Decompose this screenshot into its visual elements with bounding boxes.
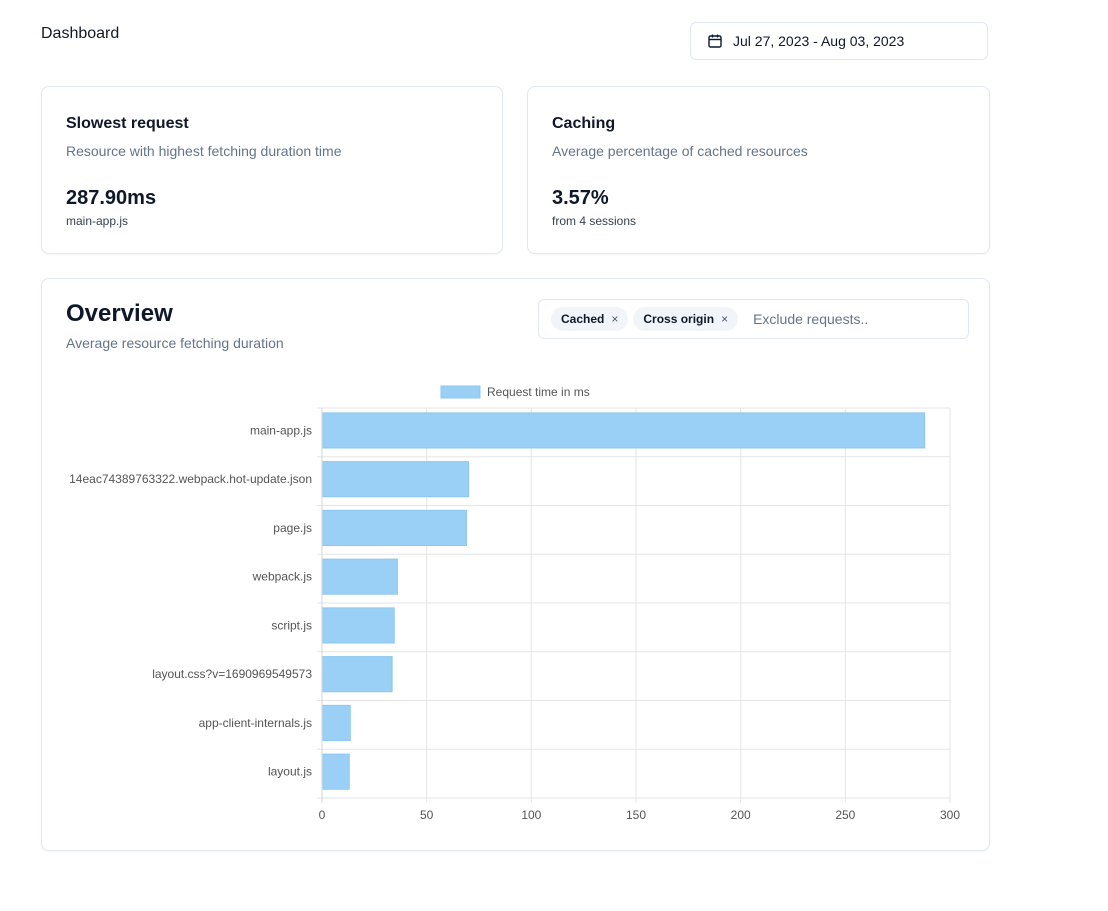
caching-card: Caching Average percentage of cached res… xyxy=(527,86,990,254)
card-description: Resource with highest fetching duration … xyxy=(66,143,342,159)
card-title: Caching xyxy=(552,115,616,132)
slowest-request-card: Slowest request Resource with highest fe… xyxy=(41,86,503,254)
overview-description: Average resource fetching duration xyxy=(66,335,284,351)
exclude-requests-input[interactable] xyxy=(751,310,906,328)
filter-chip-label: Cross origin xyxy=(643,312,715,326)
page-title: Dashboard xyxy=(41,25,120,42)
remove-filter-icon[interactable]: × xyxy=(611,312,619,326)
remove-filter-icon[interactable]: × xyxy=(721,312,729,326)
card-description: Average percentage of cached resources xyxy=(552,143,808,159)
date-range-picker[interactable]: Jul 27, 2023 - Aug 03, 2023 xyxy=(690,22,988,60)
filter-chip-label: Cached xyxy=(561,312,605,326)
overview-card: Overview Average resource fetching durat… xyxy=(41,278,990,851)
card-value: 3.57% xyxy=(552,187,609,209)
request-filter[interactable]: Cached × Cross origin × xyxy=(538,299,969,339)
filter-chip-cross-origin: Cross origin × xyxy=(633,307,739,331)
card-title: Slowest request xyxy=(66,115,189,132)
date-range-label: Jul 27, 2023 - Aug 03, 2023 xyxy=(733,33,905,49)
card-value: 287.90ms xyxy=(66,187,157,209)
card-subtext: main-app.js xyxy=(66,214,129,228)
calendar-icon xyxy=(708,34,722,48)
card-subtext: from 4 sessions xyxy=(552,214,637,228)
overview-title: Overview xyxy=(66,300,173,327)
filter-chip-cached: Cached × xyxy=(551,307,629,331)
